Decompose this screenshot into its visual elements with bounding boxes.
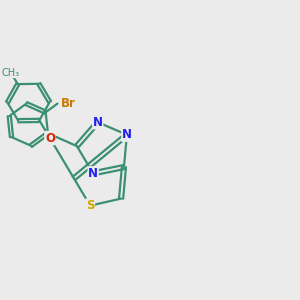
Text: Br: Br — [61, 97, 76, 110]
Text: N: N — [122, 128, 132, 141]
Text: O: O — [45, 132, 55, 145]
Text: N: N — [88, 167, 98, 180]
Text: S: S — [86, 199, 94, 212]
Text: N: N — [93, 116, 103, 129]
Text: CH₃: CH₃ — [2, 68, 20, 78]
